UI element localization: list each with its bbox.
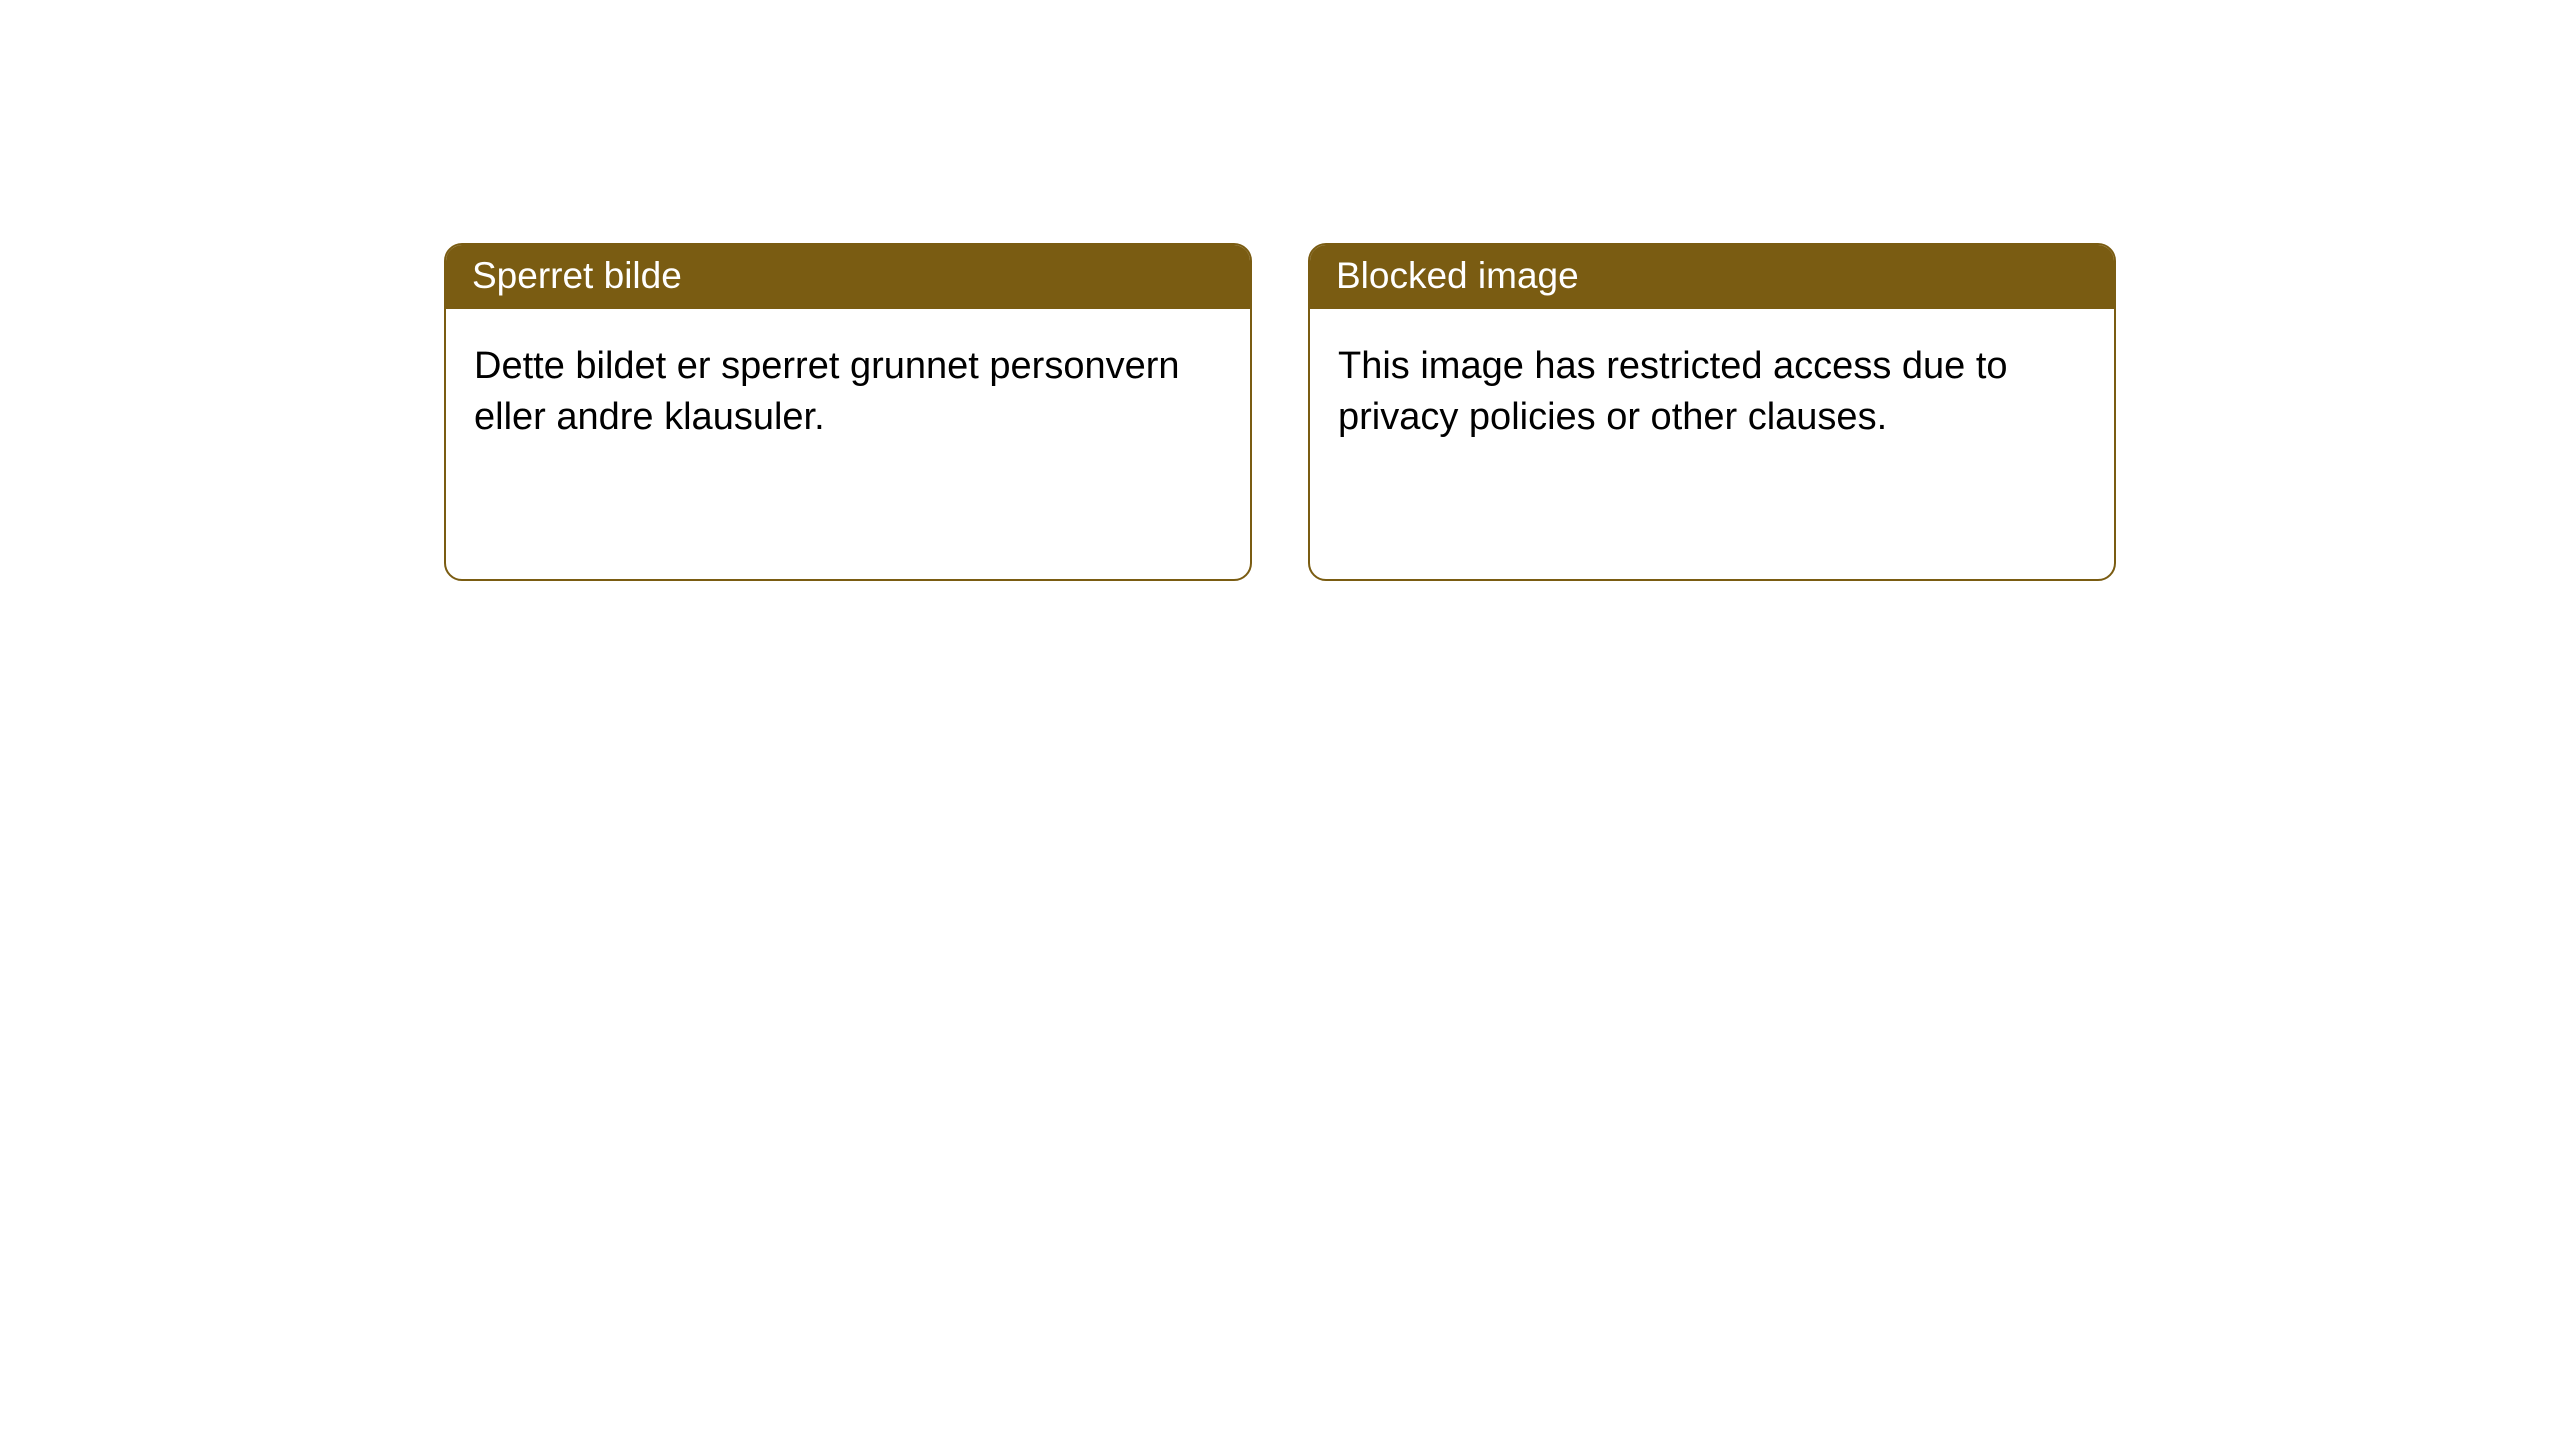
notice-container: Sperret bilde Dette bildet er sperret gr… [0, 0, 2560, 581]
notice-title: Sperret bilde [446, 245, 1250, 309]
notice-body: Dette bildet er sperret grunnet personve… [446, 309, 1250, 579]
notice-title: Blocked image [1310, 245, 2114, 309]
notice-card-norwegian: Sperret bilde Dette bildet er sperret gr… [444, 243, 1252, 581]
notice-body: This image has restricted access due to … [1310, 309, 2114, 579]
notice-card-english: Blocked image This image has restricted … [1308, 243, 2116, 581]
